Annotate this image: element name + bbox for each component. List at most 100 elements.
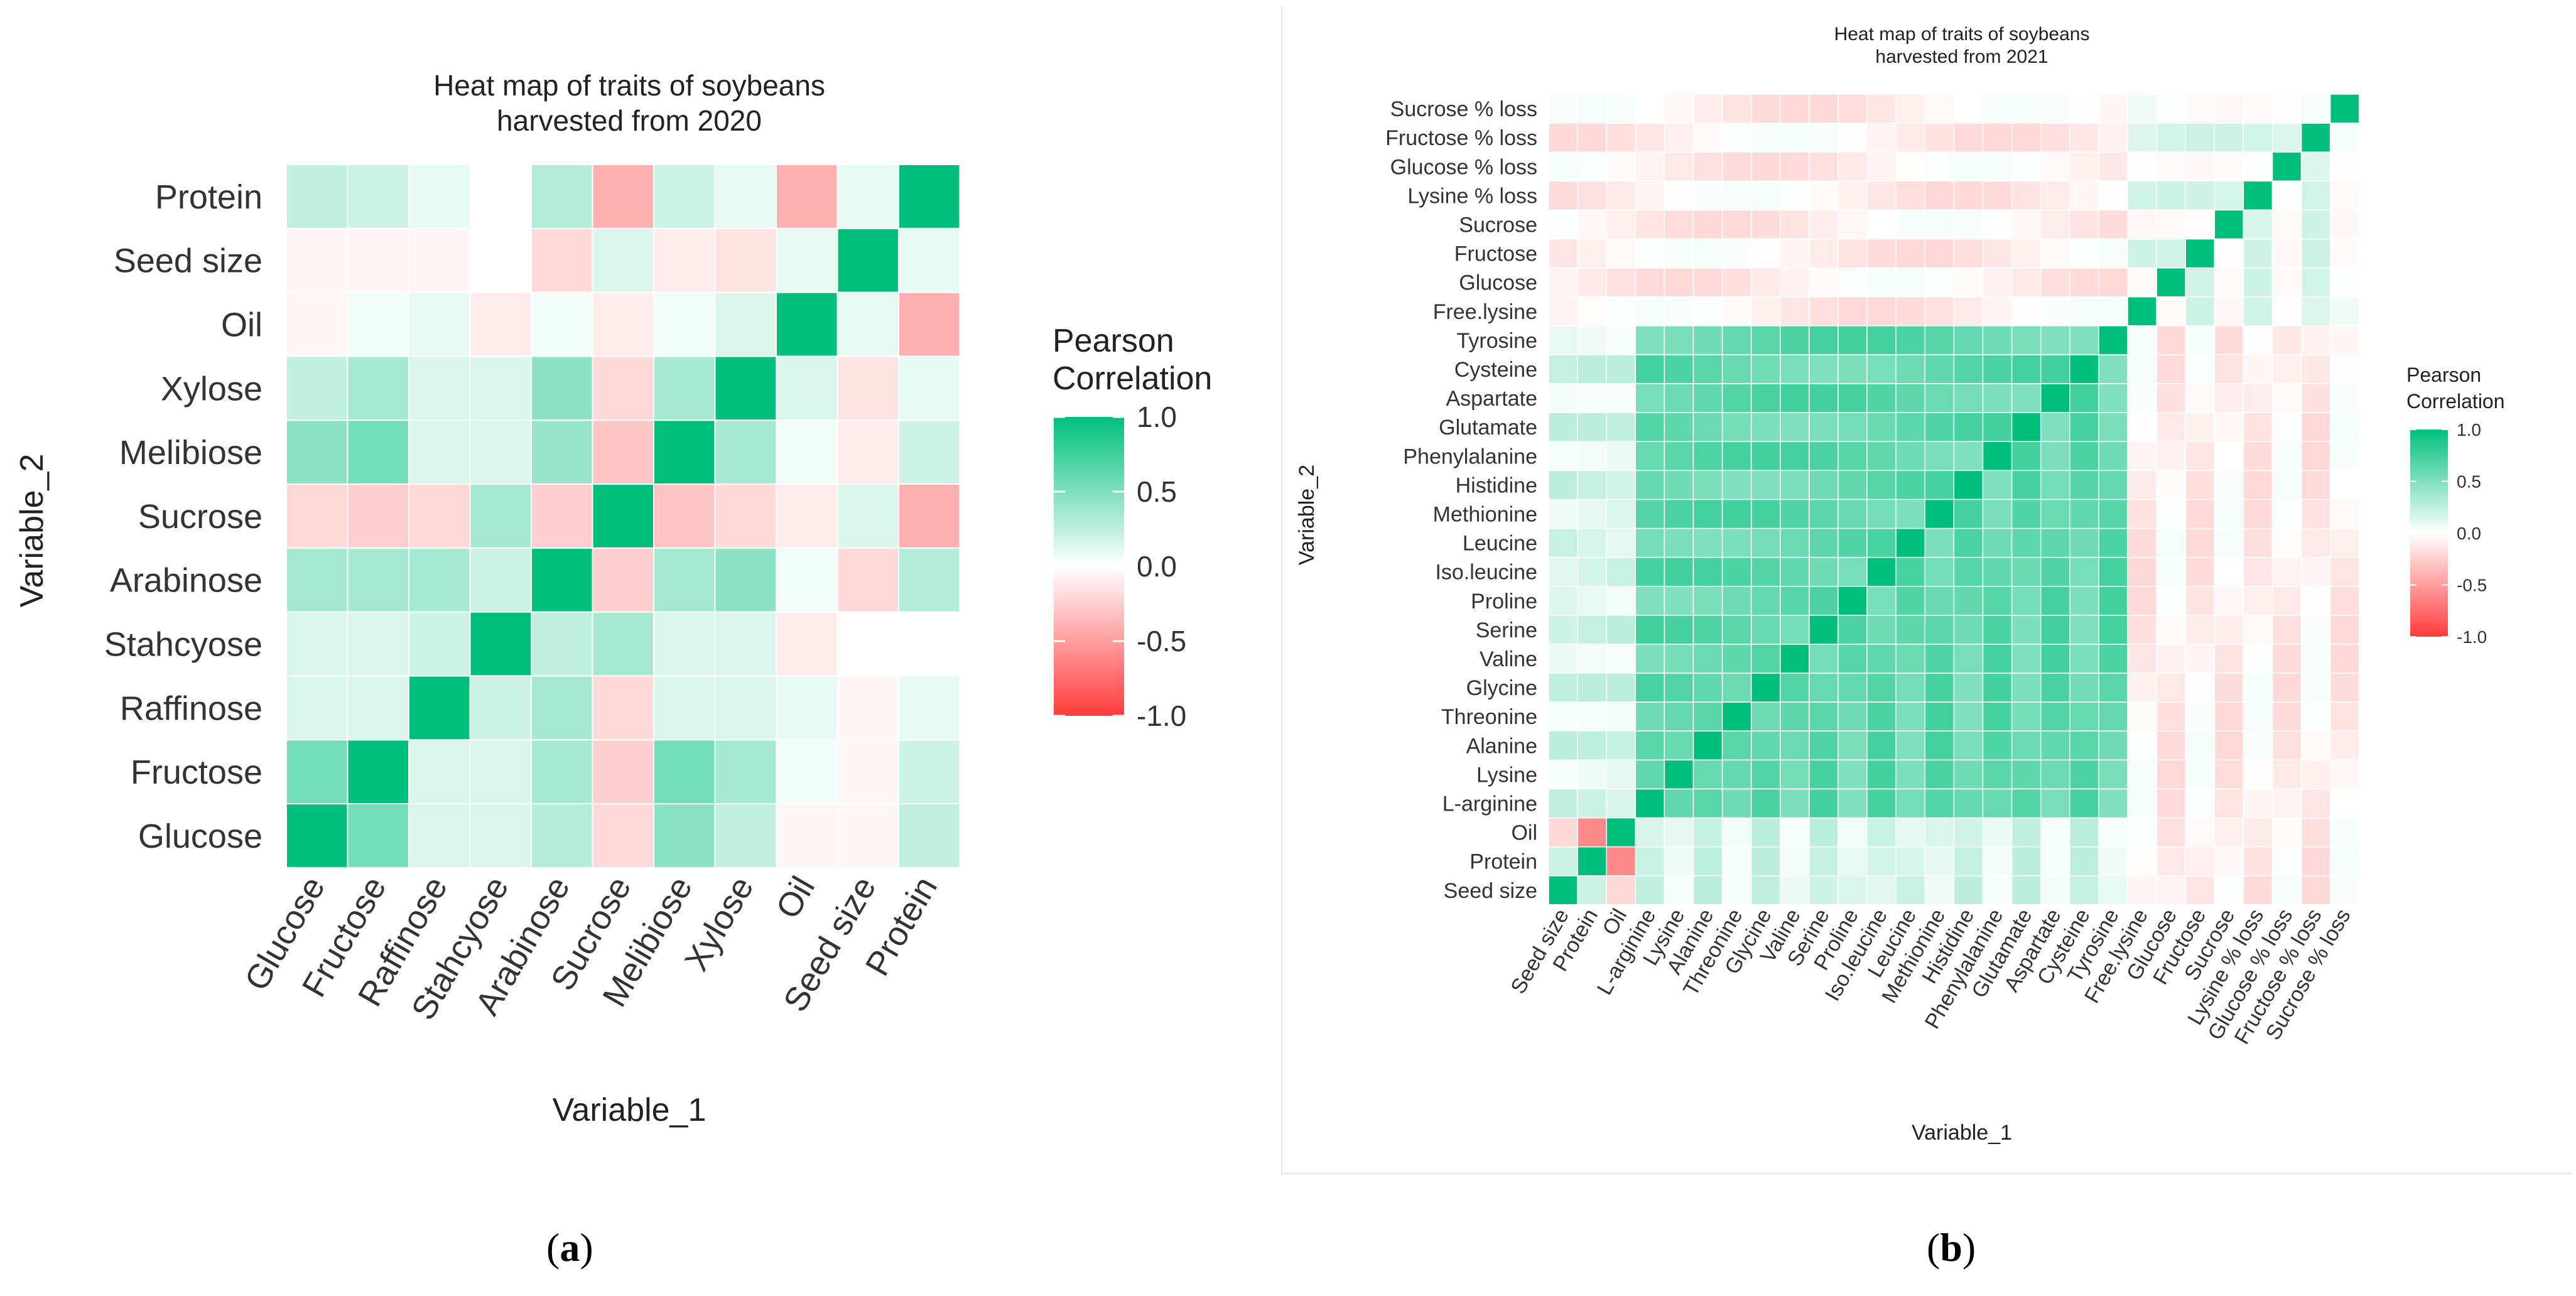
heatmap-b-cell — [1924, 441, 1955, 472]
heatmap-b-cell — [1606, 412, 1637, 442]
heatmap-b-cell — [2300, 556, 2331, 587]
heatmap-a-cell — [653, 227, 716, 293]
heatmap-b-cell — [1809, 412, 1839, 442]
heatmap-b-cell — [1780, 759, 1810, 790]
heatmap-b-cell — [2214, 267, 2244, 298]
heatmap-a-cell — [408, 291, 471, 357]
heatmap-b-cell — [2069, 151, 2099, 182]
heatmap-b-cell — [1780, 267, 1810, 298]
heatmap-b-cell — [2329, 615, 2360, 645]
heatmap-b-cell — [1548, 180, 1578, 211]
legend-b-tick-label: 0.5 — [2457, 472, 2481, 492]
heatmap-b-cell — [1866, 470, 1897, 500]
heatmap-b-cell — [1721, 846, 1752, 877]
heatmap-a-y-tick-label: Stahcyose — [104, 626, 262, 664]
heatmap-b-cell — [2243, 151, 2273, 182]
heatmap-b-cell — [1721, 499, 1752, 529]
heatmap-b-cell — [1721, 296, 1752, 327]
heatmap-b-cell — [1635, 441, 1665, 472]
heatmap-b-cell — [1548, 672, 1578, 703]
heatmap-a-cell — [286, 419, 349, 485]
heatmap-b-cell — [1721, 354, 1752, 384]
heatmap-b-cell — [2127, 788, 2157, 819]
heatmap-b-cell — [2329, 238, 2360, 269]
heatmap-b-cell — [1577, 527, 1607, 558]
heatmap-b-cell — [1837, 527, 1868, 558]
heatmap-b-cell — [2040, 267, 2070, 298]
heatmap-b-cell — [2243, 846, 2273, 877]
heatmap-b-cell — [1664, 267, 1694, 298]
heatmap-b-cell — [1692, 354, 1723, 384]
heatmap-b-cell — [1780, 94, 1810, 124]
heatmap-b-cell — [1721, 238, 1752, 269]
heatmap-b-cell — [1750, 788, 1781, 819]
heatmap-b-cell — [1866, 94, 1897, 124]
heatmap-b-cell — [2329, 759, 2360, 790]
heatmap-b-cell — [1837, 354, 1868, 384]
heatmap-a-cell — [286, 547, 349, 613]
heatmap-b-cell — [2011, 672, 2042, 703]
chart-b-title-line-2: harvested from 2021 — [1875, 46, 2048, 67]
heatmap-a-cell — [469, 675, 532, 741]
heatmap-b-cell — [1982, 759, 2013, 790]
heatmap-b-cell — [2098, 209, 2128, 240]
heatmap-b-cell — [2243, 94, 2273, 124]
heatmap-b-cell — [2214, 846, 2244, 877]
heatmap-b-cell — [2243, 730, 2273, 761]
heatmap-b-cell — [2271, 817, 2302, 848]
heatmap-b-cell — [1577, 672, 1607, 703]
heatmap-b-y-tick-label: Fructose % loss — [1385, 126, 1537, 150]
heatmap-b-cell — [1837, 296, 1868, 327]
heatmap-b-cell — [1606, 209, 1637, 240]
heatmap-b-cell — [2185, 383, 2216, 413]
heatmap-b-cell — [1866, 412, 1897, 442]
heatmap-b-cell — [1780, 817, 1810, 848]
heatmap-b-cell — [1692, 238, 1723, 269]
heatmap-b-cell — [1577, 556, 1607, 587]
heatmap-b-cell — [2127, 759, 2157, 790]
heatmap-b-cell — [1780, 325, 1810, 355]
heatmap-b-cell — [2011, 180, 2042, 211]
heatmap-a-cell — [347, 227, 409, 293]
heatmap-b-cell — [2069, 672, 2099, 703]
heatmap-b-cell — [2214, 499, 2244, 529]
heatmap-b-cell — [1809, 730, 1839, 761]
heatmap-b-cell — [2300, 846, 2331, 877]
heatmap-b-cell — [1837, 585, 1868, 616]
heatmap-b-cell — [2185, 94, 2216, 124]
heatmap-b-cell — [1692, 759, 1723, 790]
heatmap-b-cell — [1692, 788, 1723, 819]
heatmap-b-cell — [1721, 180, 1752, 211]
heatmap-b-cell — [1953, 644, 1984, 674]
heatmap-b-cell — [2243, 701, 2273, 732]
heatmap-b-cell — [2329, 644, 2360, 674]
heatmap-b-cell — [1809, 701, 1839, 732]
heatmap-b-cell — [1780, 788, 1810, 819]
heatmap-a-cell — [653, 419, 716, 485]
heatmap-b-cell — [1606, 672, 1637, 703]
heatmap-b-cell — [2271, 151, 2302, 182]
heatmap-b-cell — [1548, 499, 1578, 529]
chart-a-y-axis-label: Variable_2 — [14, 454, 50, 608]
heatmap-b-cell — [1606, 527, 1637, 558]
heatmap-b-cell — [2243, 470, 2273, 500]
heatmap-b-cell — [1780, 585, 1810, 616]
heatmap-a-cell — [714, 803, 777, 868]
heatmap-b-cell — [2156, 267, 2186, 298]
heatmap-b-cell — [1982, 556, 2013, 587]
heatmap-b-cell — [2040, 556, 2070, 587]
heatmap-b-y-tick-label: L-arginine — [1442, 792, 1537, 816]
heatmap-b-cell — [1953, 585, 1984, 616]
heatmap-b-cell — [2329, 875, 2360, 905]
heatmap-a-cell — [592, 611, 654, 677]
heatmap-b-cell — [1750, 267, 1781, 298]
heatmap-b-cell — [2040, 875, 2070, 905]
heatmap-b-cell — [2300, 209, 2331, 240]
heatmap-b-cell — [1750, 209, 1781, 240]
heatmap-b-cell — [2300, 122, 2331, 153]
heatmap-b-cell — [1837, 94, 1868, 124]
heatmap-b-cell — [2214, 238, 2244, 269]
heatmap-a-cell — [592, 547, 654, 613]
heatmap-b-cell — [2156, 846, 2186, 877]
heatmap-b-cell — [2011, 122, 2042, 153]
